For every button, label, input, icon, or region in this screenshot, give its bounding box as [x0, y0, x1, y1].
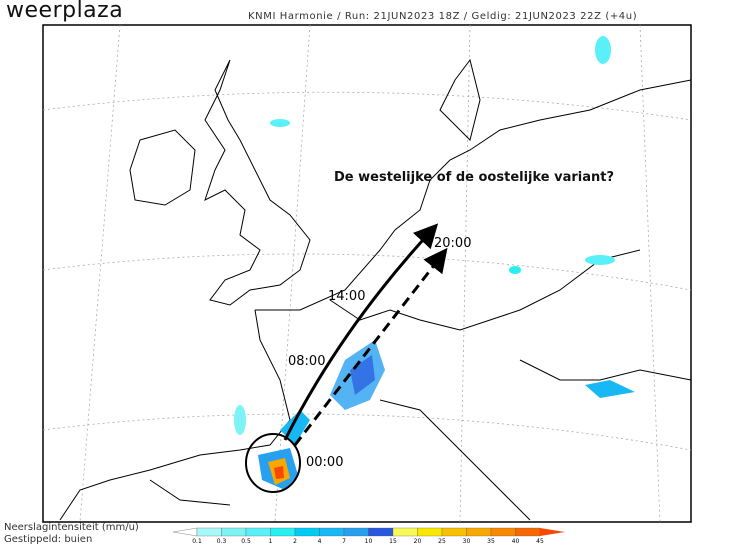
time-label-00: 00:00: [306, 455, 344, 470]
legend-subtitle: Gestippeld: buien: [4, 534, 93, 545]
legend-tick: 15: [389, 538, 397, 545]
legend-tick: 2: [293, 538, 297, 545]
coastlines: [59, 58, 692, 521]
rain-cell: [585, 255, 615, 265]
legend-tick: 20: [413, 538, 422, 545]
time-label-14: 14:00: [328, 289, 366, 304]
western-track-arrow: [283, 223, 439, 441]
graticule: [42, 24, 692, 523]
legend-tick: 0.5: [241, 538, 251, 545]
legend-tick: 7: [342, 538, 346, 545]
rain-cell: [509, 266, 521, 274]
legend-tick: 45: [536, 538, 544, 545]
legend-tick: 1: [268, 538, 273, 545]
rain-cell: [274, 466, 284, 479]
time-label-20: 20:00: [434, 236, 472, 251]
rain-cell: [350, 355, 375, 395]
rain-cell: [234, 405, 246, 435]
legend-tick: 0.3: [216, 538, 227, 545]
legend-tick: 30: [462, 538, 471, 545]
rain-cell: [270, 119, 290, 127]
map-frame: [42, 24, 692, 523]
legend-tick: 4: [317, 538, 322, 545]
weerplaza-logo: weerplaza: [6, 0, 124, 23]
legend-tick: 25: [438, 538, 446, 545]
time-label-08: 08:00: [288, 354, 326, 369]
legend-tick: 35: [487, 538, 495, 545]
storm-circle: [245, 433, 301, 493]
legend-tick: 0.1: [192, 538, 202, 545]
precipitation-cells: [234, 36, 635, 490]
eastern-track-arrow: [293, 247, 448, 446]
question-annotation: De westelijke of de oostelijke variant?: [334, 170, 615, 185]
legend-tick: 40: [511, 538, 520, 545]
rain-cell: [595, 36, 611, 64]
rain-cell: [585, 380, 635, 398]
legend-title: Neerslagintensiteit (mm/u): [4, 522, 139, 533]
legend-tick: 10: [364, 538, 373, 545]
run-info: KNMI Harmonie / Run: 21JUN2023 18Z / Gel…: [248, 11, 638, 22]
